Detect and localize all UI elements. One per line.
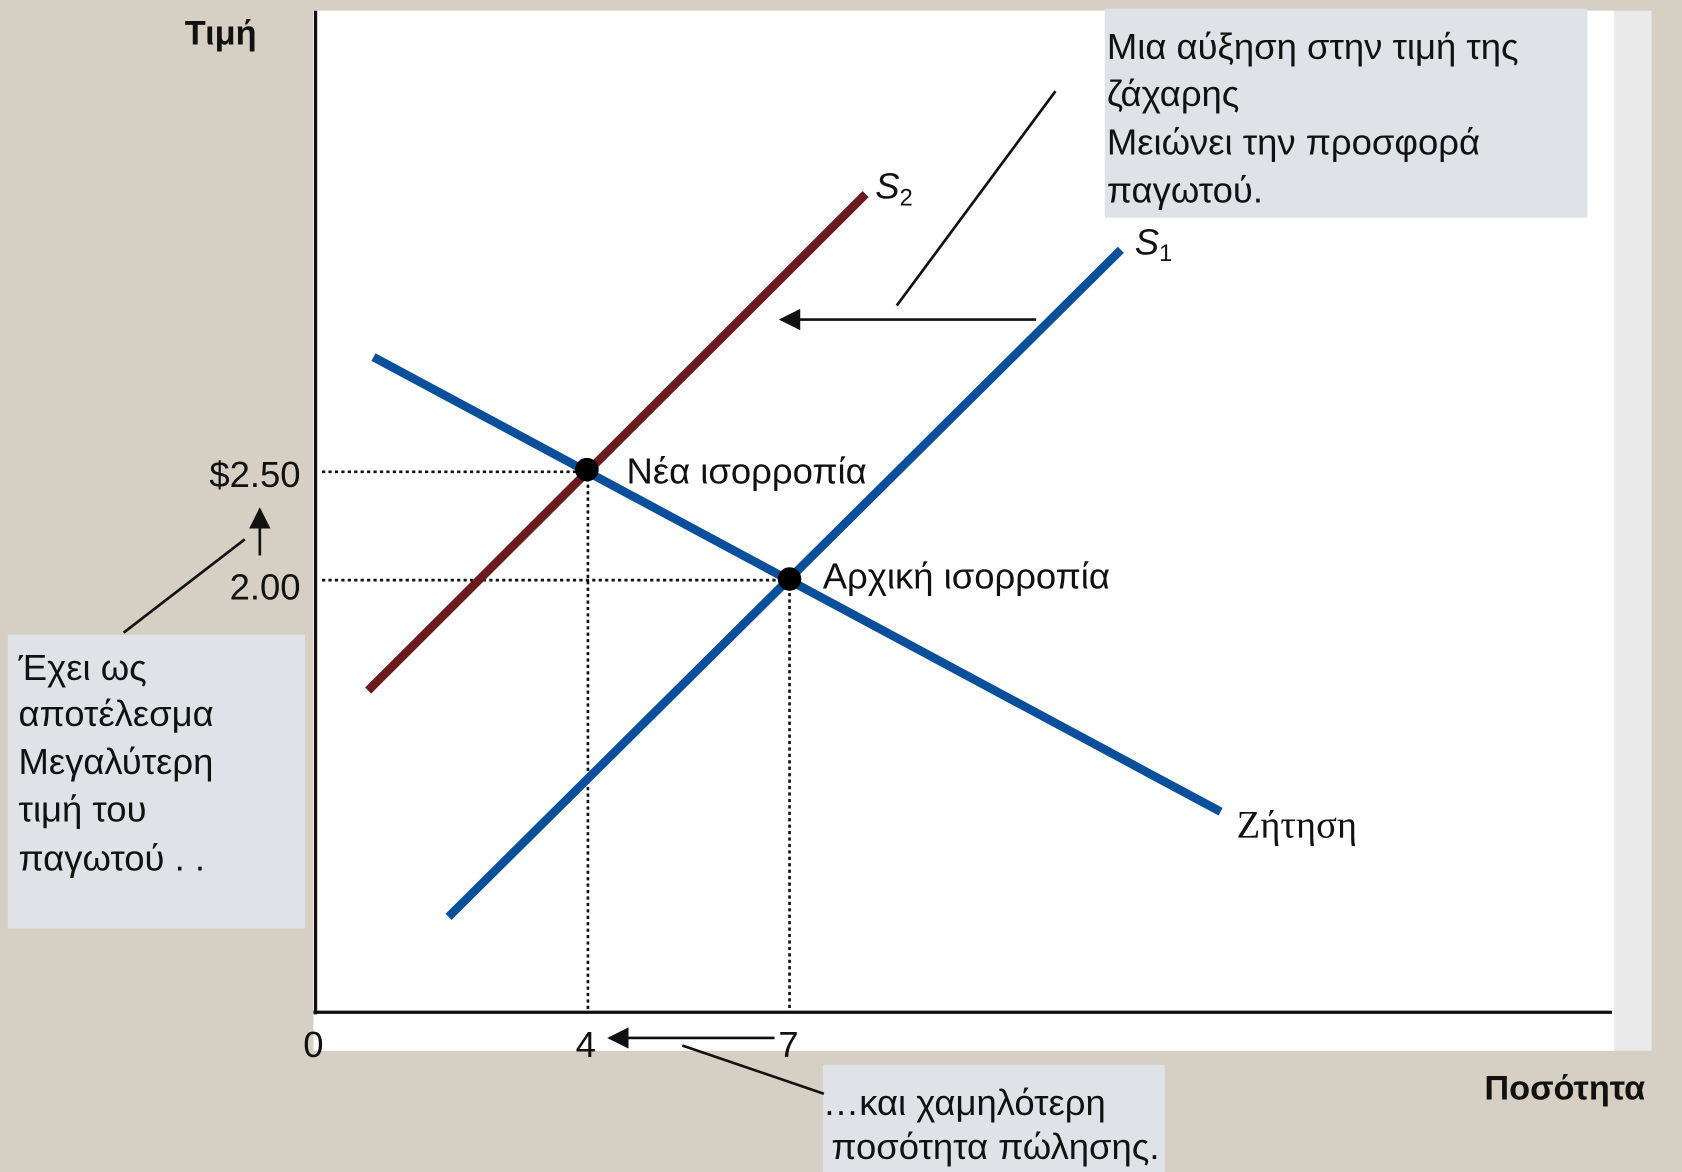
new-equilibrium-point xyxy=(575,457,599,482)
curve-subscript: 1 xyxy=(1159,240,1172,266)
price-tick-label: $2.50 xyxy=(209,454,300,495)
note-line: Μειώνει την προσφορά xyxy=(1107,121,1480,162)
y-axis-label: Τιμή xyxy=(185,14,257,52)
price-tick-label: 2.00 xyxy=(230,566,301,607)
note-box xyxy=(1104,8,1588,218)
note-box xyxy=(7,634,305,929)
curve-name: S xyxy=(875,165,899,206)
note-line: παγωτού. xyxy=(1107,170,1263,211)
callout-line xyxy=(681,1044,825,1095)
note-line: Μεγαλύτερη xyxy=(19,741,214,782)
note-line: αποτέλεσμα xyxy=(19,693,214,734)
note-line: ποσότητα πώλησης. xyxy=(831,1126,1159,1167)
equilibrium-label: Αρχική ισορροπία xyxy=(823,556,1110,597)
callout-line xyxy=(895,90,1057,307)
note-line: τιμή του xyxy=(19,788,147,829)
note-line: παγωτού . . xyxy=(19,838,205,879)
initial-equilibrium-point xyxy=(777,567,802,591)
note-box xyxy=(822,1064,1165,1172)
demand-label: Ζήτηση xyxy=(1237,805,1357,847)
note-line: ζάχαρης xyxy=(1107,73,1239,114)
curve-label: S2 xyxy=(875,165,912,210)
quantity-tick-label: 7 xyxy=(778,1024,798,1065)
equilibrium-label: Νέα ισορροπία xyxy=(627,451,867,492)
note-line: Μια αύξηση στην τιμή της xyxy=(1107,26,1519,67)
x-axis-label: Ποσότητα xyxy=(1484,1070,1645,1108)
guide-lines xyxy=(322,470,791,1013)
supply-2-curve xyxy=(365,191,869,694)
curve-name: S xyxy=(1135,221,1159,262)
curve-subscript: 2 xyxy=(900,185,913,211)
callout-line xyxy=(122,538,246,634)
note-line: Έχει ως xyxy=(18,647,147,688)
note-line: …και χαμηλότερη xyxy=(823,1082,1106,1123)
origin-label: 0 xyxy=(303,1024,323,1065)
quantity-tick-label: 4 xyxy=(576,1024,596,1065)
curve-label: S1 xyxy=(1135,221,1172,266)
